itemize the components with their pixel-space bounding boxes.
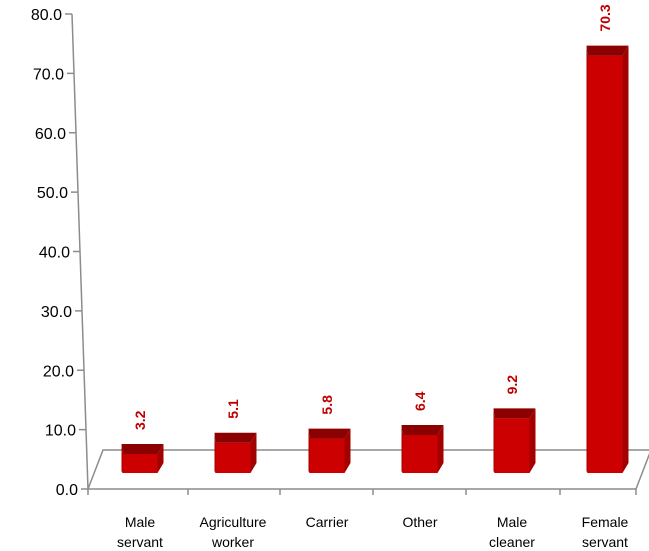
bar-left-edge — [401, 425, 403, 473]
bar — [308, 428, 351, 473]
x-category-label: Male servant — [117, 514, 163, 550]
y-tick-label: 50.0 — [37, 185, 68, 202]
bar — [401, 425, 444, 473]
bar-front — [402, 435, 438, 473]
x-category-label: Agriculture worker — [200, 514, 267, 550]
bar-front — [587, 55, 623, 473]
bar-value-label: 5.8 — [319, 395, 335, 415]
bar-top — [401, 425, 444, 435]
y-tick-label: 40.0 — [39, 245, 70, 262]
bar-top — [214, 432, 257, 443]
bar-left-edge — [121, 444, 123, 473]
bar-front — [215, 442, 251, 473]
x-category-label: Male cleaner — [489, 514, 535, 550]
y-tick-label: 60.0 — [35, 126, 66, 143]
bar-side — [344, 428, 351, 473]
bar-side — [250, 432, 257, 473]
y-tick-label: 10.0 — [45, 423, 76, 440]
y-tick-label: 80.0 — [31, 7, 62, 24]
data-labels: 3.2 5.1 5.8 6.4 9.2 70.3 — [132, 4, 613, 430]
bar-front — [309, 438, 345, 473]
bars-group — [121, 45, 629, 473]
x-axis-labels: Male servant Agriculture worker Carrier Other… — [117, 514, 629, 550]
chart-floor — [86, 449, 649, 490]
bar-left-edge — [214, 432, 216, 473]
bar-front — [494, 418, 530, 473]
bar-left-edge — [308, 428, 310, 473]
y-tick-label: 70.0 — [33, 66, 64, 83]
bar-value-label: 70.3 — [597, 4, 613, 31]
y-axis: 0.0 10.0 20.0 30.0 40.0 50.0 60.0 70.0 80.0 — [31, 7, 637, 499]
bar — [586, 45, 629, 473]
bar-top — [308, 428, 351, 439]
bar-side — [622, 45, 629, 473]
bar-top — [493, 408, 536, 419]
bar — [493, 408, 536, 473]
bar-top — [586, 45, 629, 56]
bar-value-label: 6.4 — [412, 391, 428, 411]
y-tick-label: 20.0 — [43, 363, 74, 380]
bar — [121, 444, 164, 473]
bar-side — [529, 408, 536, 473]
bar-left-edge — [586, 45, 588, 473]
y-tick-label: 30.0 — [41, 304, 72, 321]
bar-left-edge — [493, 408, 495, 473]
bar-front — [122, 454, 158, 473]
x-category-label: Carrier — [306, 514, 349, 530]
bar — [214, 432, 257, 473]
x-category-label: Female servant — [582, 514, 629, 550]
x-category-label: Other — [402, 514, 437, 530]
bar-value-label: 5.1 — [225, 399, 241, 419]
bar-value-label: 3.2 — [132, 410, 148, 430]
bar-side — [437, 425, 444, 473]
bar-top — [121, 444, 164, 454]
y-tick-label: 0.0 — [56, 482, 78, 499]
bar-value-label: 9.2 — [504, 375, 520, 395]
bar-side — [157, 444, 164, 473]
